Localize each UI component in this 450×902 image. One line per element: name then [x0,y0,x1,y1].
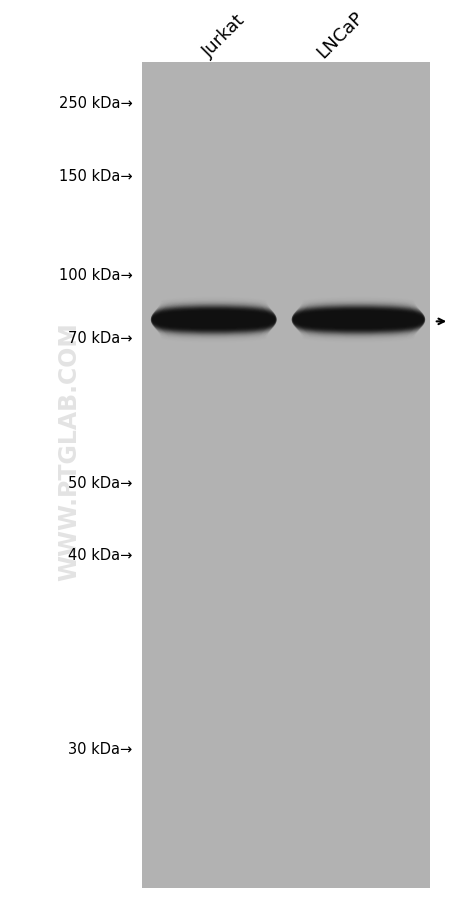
Ellipse shape [151,318,277,327]
Ellipse shape [152,320,275,329]
Ellipse shape [157,327,270,336]
Ellipse shape [298,305,418,314]
Text: 30 kDa→: 30 kDa→ [68,741,133,756]
Ellipse shape [158,328,270,336]
Ellipse shape [157,306,271,315]
Ellipse shape [300,303,417,311]
Ellipse shape [158,304,270,312]
Ellipse shape [154,308,274,318]
Bar [0,0,142,902]
Ellipse shape [292,318,425,327]
Text: 100 kDa→: 100 kDa→ [59,268,133,282]
Ellipse shape [159,329,269,337]
Ellipse shape [296,324,421,333]
Ellipse shape [292,313,425,322]
Ellipse shape [151,314,277,323]
Ellipse shape [292,314,425,323]
Ellipse shape [292,317,425,325]
Ellipse shape [156,307,272,316]
Ellipse shape [293,320,424,329]
Ellipse shape [295,308,422,318]
Ellipse shape [296,308,421,317]
Text: Jurkat: Jurkat [199,12,248,61]
Ellipse shape [155,308,273,317]
Text: WWW.PTGLAB.COM: WWW.PTGLAB.COM [58,322,82,580]
Ellipse shape [157,326,271,335]
Bar [142,63,430,888]
Ellipse shape [297,307,420,316]
Ellipse shape [297,306,419,315]
Ellipse shape [153,309,274,318]
Ellipse shape [154,323,274,332]
Ellipse shape [159,303,269,311]
Ellipse shape [151,316,277,324]
Ellipse shape [151,318,276,327]
Text: 250 kDa→: 250 kDa→ [59,97,133,111]
Ellipse shape [297,325,420,334]
Ellipse shape [295,323,422,332]
Ellipse shape [294,309,423,318]
Ellipse shape [151,317,277,325]
Ellipse shape [298,327,418,336]
Ellipse shape [152,319,276,328]
Text: 70 kDa→: 70 kDa→ [68,331,133,345]
Text: 40 kDa→: 40 kDa→ [68,548,133,562]
Ellipse shape [292,318,425,327]
Ellipse shape [153,322,274,331]
Ellipse shape [300,329,417,337]
Ellipse shape [292,316,425,324]
Text: 50 kDa→: 50 kDa→ [68,475,133,490]
Ellipse shape [152,311,275,320]
Ellipse shape [157,305,270,314]
Ellipse shape [297,326,419,335]
Ellipse shape [153,321,275,330]
Ellipse shape [155,324,273,333]
Ellipse shape [299,304,418,312]
Ellipse shape [152,312,276,321]
Ellipse shape [292,319,424,328]
Ellipse shape [293,311,424,320]
Text: LNCaP: LNCaP [314,7,367,61]
Ellipse shape [156,325,272,334]
Ellipse shape [299,328,418,336]
Text: 150 kDa→: 150 kDa→ [59,169,133,183]
Ellipse shape [292,312,424,321]
Ellipse shape [293,321,423,330]
Ellipse shape [153,310,275,319]
Ellipse shape [293,310,423,319]
Ellipse shape [294,322,423,331]
Ellipse shape [151,313,276,322]
